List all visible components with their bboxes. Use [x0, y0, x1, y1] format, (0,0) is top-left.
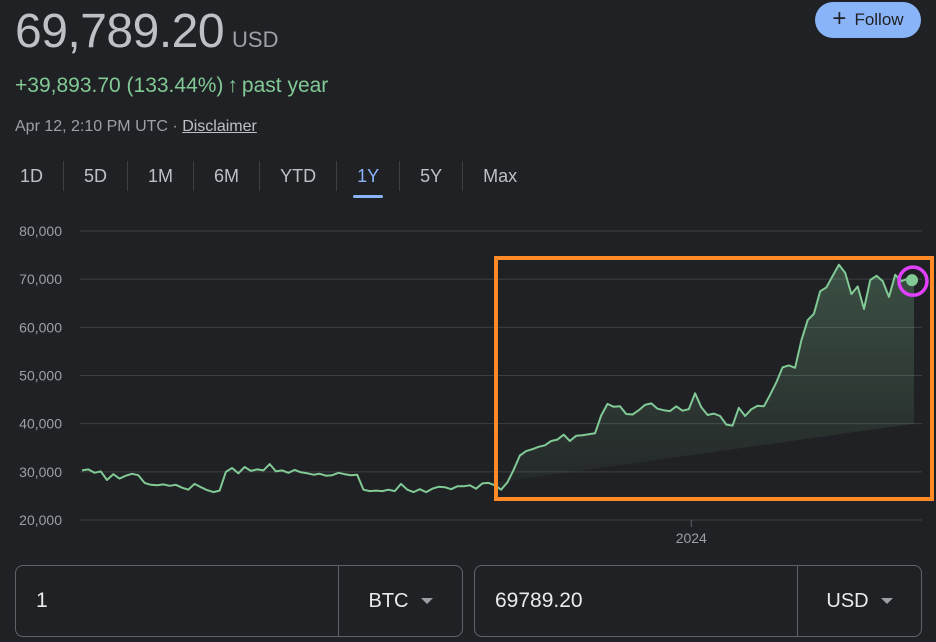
y-tick-label: 20,000 [19, 512, 62, 528]
timestamp: Apr 12, 2:10 PM UTC [15, 118, 168, 135]
highlight-circle [897, 265, 929, 297]
converter-from: 1 BTC [15, 565, 463, 637]
follow-button[interactable]: + Follow [815, 2, 921, 38]
converter-to: 69789.20 USD [474, 565, 922, 637]
arrow-up-icon: ↑ [227, 74, 238, 97]
highlight-box [494, 256, 934, 501]
disclaimer-link[interactable]: Disclaimer [182, 118, 257, 135]
tab-max[interactable]: Max [483, 166, 518, 186]
from-unit-select[interactable]: BTC [339, 590, 462, 613]
to-amount-input[interactable]: 69789.20 [495, 589, 583, 612]
current-price: 69,789.20 [15, 5, 225, 58]
from-unit-label: BTC [368, 589, 409, 612]
price-currency: USD [232, 27, 279, 52]
price-header: 69,789.20 USD [15, 4, 279, 59]
y-tick-label: 60,000 [19, 319, 62, 335]
plus-icon: + [832, 5, 847, 32]
change-period: past year [241, 74, 329, 97]
price-change: +39,893.70 (133.44%) ↑ past year [15, 74, 328, 98]
converter-divider [797, 565, 798, 637]
to-unit-label: USD [826, 589, 869, 612]
y-tick-label: 80,000 [19, 223, 62, 239]
tab-separator [127, 161, 129, 191]
tab-5d[interactable]: 5D [84, 166, 108, 186]
y-tick-label: 40,000 [19, 416, 62, 432]
follow-label: Follow [854, 10, 904, 29]
range-tabs: 1D 5D 1M 6M YTD 1Y 5Y Max [0, 156, 537, 198]
y-tick-label: 70,000 [19, 271, 62, 287]
from-amount-input[interactable]: 1 [36, 589, 48, 612]
tab-5y[interactable]: 5Y [420, 166, 443, 186]
x-tick-label: 2024 [676, 530, 707, 546]
meta-separator: · [172, 118, 178, 135]
tab-1m[interactable]: 1M [148, 166, 174, 186]
dropdown-arrow-icon [880, 598, 893, 604]
current-point [906, 274, 918, 287]
tab-1d[interactable]: 1D [20, 166, 44, 186]
converter-divider [338, 565, 339, 637]
tab-separator [462, 161, 464, 191]
tab-ytd[interactable]: YTD [280, 166, 317, 186]
area-fill [469, 264, 914, 520]
tab-separator [259, 161, 261, 191]
tab-6m[interactable]: 6M [214, 166, 240, 186]
tab-1y[interactable]: 1Y [337, 158, 399, 198]
y-tick-label: 50,000 [19, 368, 62, 384]
to-unit-select[interactable]: USD [798, 590, 921, 613]
tab-separator [336, 161, 338, 191]
price-chart: 80,000 70,000 60,000 50,000 40,000 30,000 20,0… [19, 223, 934, 546]
tab-separator [193, 161, 195, 191]
tab-separator [63, 161, 65, 191]
dropdown-arrow-icon [420, 598, 433, 604]
change-value: +39,893.70 (133.44%) [15, 74, 224, 97]
tab-separator [399, 161, 401, 191]
quote-meta: Apr 12, 2:10 PM UTC · Disclaimer [15, 118, 257, 136]
y-tick-label: 30,000 [19, 464, 62, 480]
